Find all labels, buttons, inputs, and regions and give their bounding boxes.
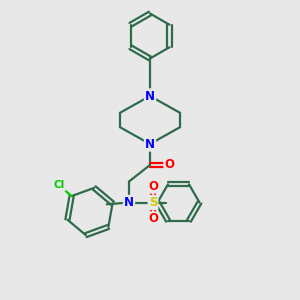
Text: N: N — [145, 137, 155, 151]
Text: N: N — [124, 196, 134, 209]
Text: S: S — [149, 196, 157, 209]
Text: Cl: Cl — [53, 181, 64, 190]
Text: O: O — [164, 158, 175, 172]
Text: O: O — [148, 179, 158, 193]
Text: N: N — [145, 89, 155, 103]
Text: O: O — [148, 212, 158, 226]
